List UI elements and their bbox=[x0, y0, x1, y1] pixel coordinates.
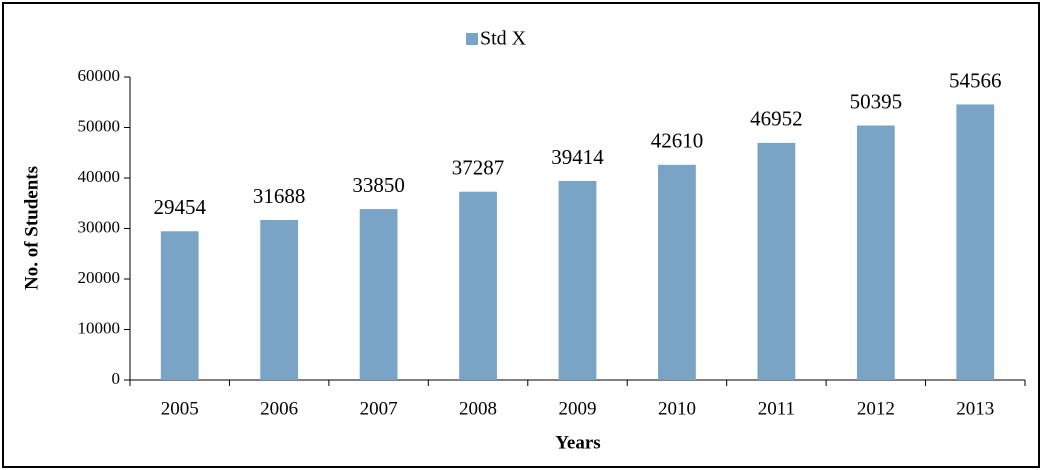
x-tick-label: 2011 bbox=[758, 398, 795, 419]
y-axis-title: No. of Students bbox=[21, 166, 42, 290]
bar bbox=[260, 219, 299, 380]
y-tick-label: 20000 bbox=[78, 268, 121, 287]
x-tick-label: 2007 bbox=[360, 398, 398, 419]
x-tick-label: 2008 bbox=[459, 398, 497, 419]
data-label: 42610 bbox=[651, 129, 704, 153]
y-tick-label: 50000 bbox=[78, 116, 121, 135]
y-tick-label: 30000 bbox=[78, 217, 121, 236]
y-tick-label: 60000 bbox=[78, 66, 121, 85]
data-label: 46952 bbox=[750, 107, 803, 131]
x-tick-label: 2013 bbox=[956, 398, 994, 419]
bar bbox=[459, 191, 497, 380]
x-tick-label: 2005 bbox=[161, 398, 199, 419]
data-label: 29454 bbox=[153, 195, 206, 219]
data-label: 37287 bbox=[452, 156, 505, 180]
x-tick-label: 2006 bbox=[260, 398, 298, 419]
y-tick-label: 40000 bbox=[78, 167, 121, 186]
data-label: 50395 bbox=[850, 89, 903, 113]
bar bbox=[658, 164, 696, 380]
x-tick-label: 2009 bbox=[559, 398, 597, 419]
x-axis-title: Years bbox=[555, 432, 600, 453]
legend-label: Std X bbox=[480, 28, 527, 50]
bar bbox=[757, 142, 796, 380]
x-tick-label: 2010 bbox=[658, 398, 696, 419]
y-tick-label: 10000 bbox=[78, 318, 121, 337]
data-label: 31688 bbox=[253, 184, 306, 208]
x-tick-label: 2012 bbox=[857, 398, 895, 419]
bar bbox=[359, 209, 398, 380]
bar bbox=[956, 104, 995, 380]
legend-swatch bbox=[466, 33, 478, 45]
bar bbox=[558, 180, 597, 380]
y-tick-label: 0 bbox=[112, 369, 121, 388]
bar bbox=[856, 125, 895, 380]
data-label: 39414 bbox=[551, 145, 604, 169]
data-label: 33850 bbox=[352, 173, 405, 197]
bar bbox=[160, 231, 199, 380]
data-label: 54566 bbox=[949, 68, 1002, 92]
